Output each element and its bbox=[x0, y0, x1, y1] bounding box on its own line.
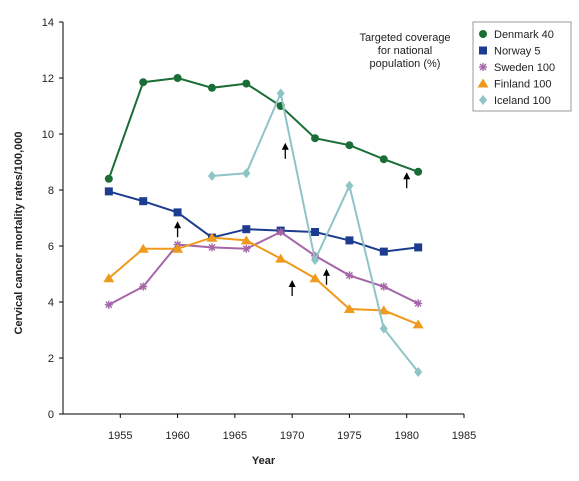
data-point-norway-5 bbox=[345, 236, 353, 244]
series-denmark-40 bbox=[105, 74, 422, 183]
data-point-sweden-100 bbox=[345, 271, 353, 279]
y-tick-label: 0 bbox=[48, 409, 54, 421]
data-point-denmark-40 bbox=[311, 134, 319, 142]
arrow-marker bbox=[289, 280, 296, 296]
data-point-sweden-100 bbox=[277, 228, 285, 236]
legend-marker-sweden-100 bbox=[479, 63, 487, 71]
y-tick-label: 8 bbox=[48, 185, 54, 197]
arrow-marker bbox=[323, 269, 330, 285]
series-sweden-100 bbox=[105, 228, 422, 309]
y-axis-title: Cervical cancer mortality rates/100,000 bbox=[13, 131, 25, 334]
series-line-sweden-100 bbox=[109, 232, 418, 305]
y-tick-label: 2 bbox=[48, 353, 54, 365]
x-axis-title: Year bbox=[252, 455, 276, 467]
data-point-denmark-40 bbox=[380, 155, 388, 163]
x-tick-label: 1970 bbox=[280, 430, 304, 442]
annotation-line: for national bbox=[378, 45, 432, 57]
series-layer bbox=[103, 74, 423, 377]
data-point-sweden-100 bbox=[414, 299, 422, 307]
series-finland-100 bbox=[103, 233, 423, 329]
data-point-sweden-100 bbox=[105, 301, 113, 309]
series-norway-5 bbox=[105, 187, 422, 255]
data-point-sweden-100 bbox=[139, 283, 147, 291]
data-point-denmark-40 bbox=[208, 84, 216, 92]
data-point-iceland-100 bbox=[242, 168, 250, 178]
y-tick-label: 10 bbox=[42, 129, 54, 141]
arrow-marker bbox=[282, 143, 289, 159]
x-tick-label: 1955 bbox=[108, 430, 132, 442]
x-tick-label: 1980 bbox=[394, 430, 418, 442]
x-tick-label: 1975 bbox=[337, 430, 361, 442]
series-line-denmark-40 bbox=[109, 78, 418, 179]
x-tick-label: 1985 bbox=[452, 430, 476, 442]
series-line-norway-5 bbox=[109, 191, 418, 251]
data-point-norway-5 bbox=[174, 208, 182, 216]
data-point-norway-5 bbox=[105, 187, 113, 195]
data-point-denmark-40 bbox=[242, 80, 250, 88]
data-point-norway-5 bbox=[139, 197, 147, 205]
legend-label-norway-5: Norway 5 bbox=[494, 46, 540, 58]
data-point-norway-5 bbox=[380, 248, 388, 256]
data-point-finland-100 bbox=[310, 273, 321, 282]
data-point-denmark-40 bbox=[414, 168, 422, 176]
x-tick-label: 1965 bbox=[223, 430, 247, 442]
legend: Denmark 40 Norway 5 Sweden 100 Finland 100 I… bbox=[473, 22, 571, 111]
y-tick-label: 4 bbox=[48, 297, 54, 309]
data-point-denmark-40 bbox=[345, 141, 353, 149]
legend-label-sweden-100: Sweden 100 bbox=[494, 62, 555, 74]
data-point-finland-100 bbox=[275, 254, 286, 263]
y-tick-label: 12 bbox=[42, 73, 54, 85]
data-point-norway-5 bbox=[414, 243, 422, 251]
y-tick-label: 14 bbox=[42, 17, 54, 29]
annotation-line: population (%) bbox=[370, 58, 441, 70]
legend-marker-norway-5 bbox=[479, 47, 487, 55]
data-point-sweden-100 bbox=[380, 283, 388, 291]
data-point-denmark-40 bbox=[105, 175, 113, 183]
arrow-marker bbox=[403, 172, 410, 188]
data-point-sweden-100 bbox=[208, 243, 216, 251]
data-point-sweden-100 bbox=[242, 245, 250, 253]
data-point-iceland-100 bbox=[208, 171, 216, 181]
legend-label-iceland-100: Iceland 100 bbox=[494, 95, 551, 107]
arrows-layer bbox=[174, 143, 410, 296]
legend-label-denmark-40: Denmark 40 bbox=[494, 29, 554, 41]
arrow-marker bbox=[174, 221, 181, 237]
data-point-denmark-40 bbox=[139, 78, 147, 86]
data-point-denmark-40 bbox=[174, 74, 182, 82]
data-point-iceland-100 bbox=[277, 88, 285, 98]
legend-marker-denmark-40 bbox=[479, 30, 487, 38]
data-point-norway-5 bbox=[242, 225, 250, 233]
annotation-line: Targeted coverage bbox=[359, 32, 450, 44]
legend-label-finland-100: Finland 100 bbox=[494, 79, 552, 91]
y-tick-label: 6 bbox=[48, 241, 54, 253]
data-point-iceland-100 bbox=[345, 181, 353, 191]
data-point-norway-5 bbox=[311, 228, 319, 236]
x-tick-label: 1960 bbox=[165, 430, 189, 442]
